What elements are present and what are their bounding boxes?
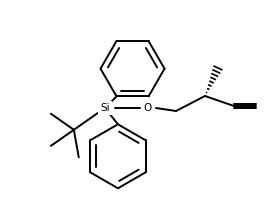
Text: Si: Si <box>100 103 110 113</box>
Text: O: O <box>144 103 152 113</box>
